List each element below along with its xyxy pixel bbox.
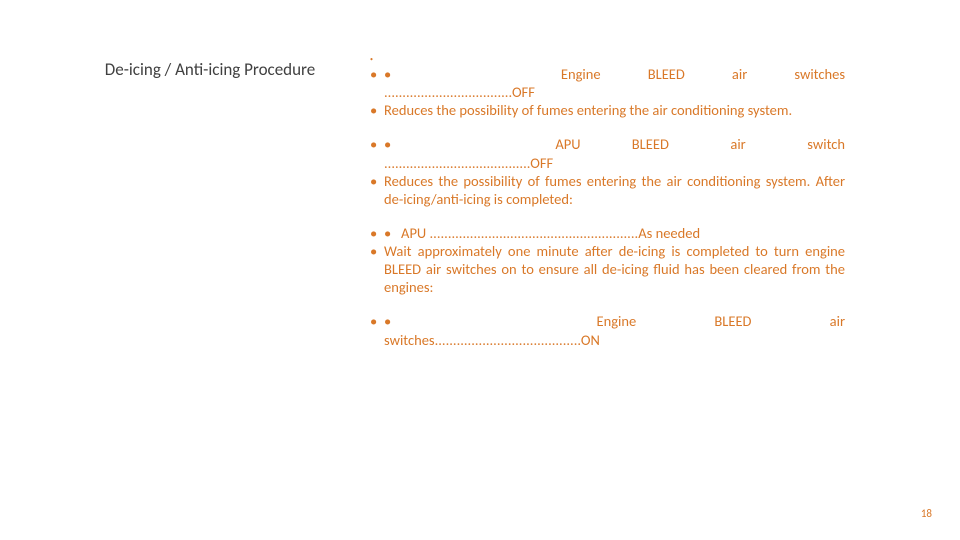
- bullet-group: • Engine BLEED air switches ............…: [370, 65, 845, 119]
- bullet-line: • APU BLEED air switch .................…: [370, 135, 845, 171]
- bullet-line: • Engine BLEED air switches ............…: [370, 65, 845, 101]
- empty-dot: •: [370, 55, 845, 63]
- slide-title: De-icing / Anti-icing Procedure: [100, 60, 320, 80]
- bullet-line: • Engine BLEED air switches.............…: [370, 312, 845, 348]
- bullet-line: Reduces the possibility of fumes enterin…: [370, 101, 845, 119]
- page-number: 18: [921, 507, 932, 520]
- bullet-line: Wait approximately one minute after de-i…: [370, 242, 845, 296]
- bullet-line: Reduces the possibility of fumes enterin…: [370, 172, 845, 208]
- bullet-group: • Engine BLEED air switches.............…: [370, 312, 845, 348]
- bullet-group: • APU ..................................…: [370, 224, 845, 297]
- bullet-line: • APU ..................................…: [370, 224, 845, 242]
- content-area: • • Engine BLEED air switches ..........…: [370, 55, 845, 365]
- bullet-group: • APU BLEED air switch .................…: [370, 135, 845, 208]
